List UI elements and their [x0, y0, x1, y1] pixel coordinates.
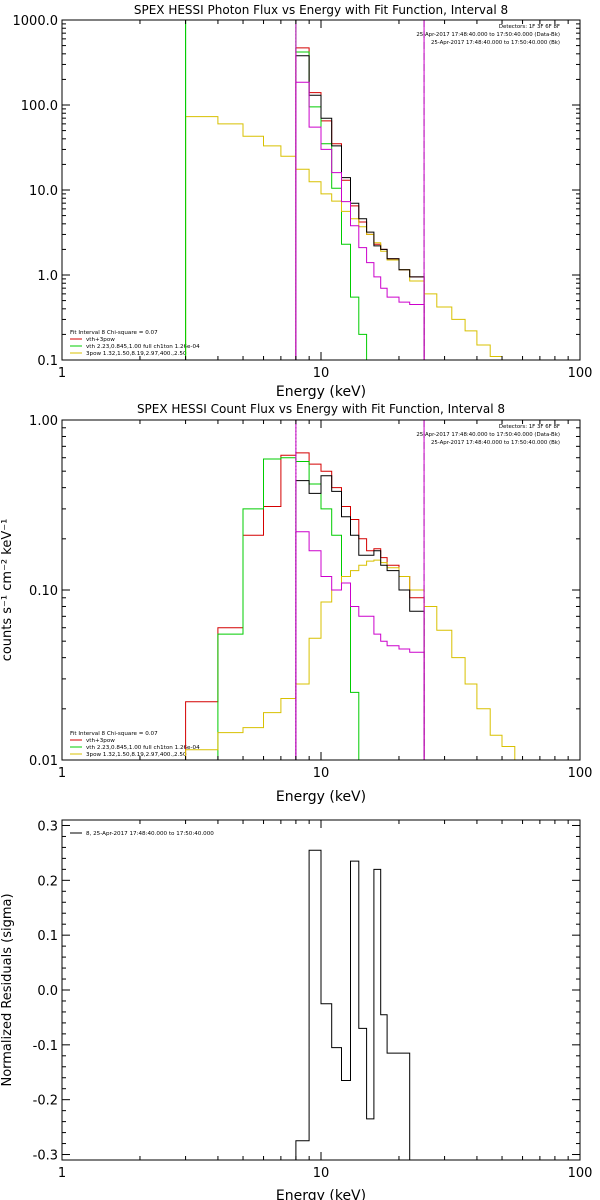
legend-label: vth+3pow: [86, 337, 115, 343]
y-tick-label: 10.0: [29, 184, 58, 199]
info-line: 25-Apr-2017 17:48:40.000 to 17:50:40.000…: [431, 440, 560, 446]
photon-flux-detectors-info: Detectors: 1F 3F 6F 8F 25-Apr-2017 17:48…: [416, 24, 560, 46]
y-tick-label: 0.1: [37, 929, 58, 944]
y-tick-label: 0.0: [37, 984, 58, 999]
residuals-x-label: Energy (keV): [276, 1188, 366, 1200]
legend-label: 3pow 1.32,1.50,8.19,2.97,400.,2.50: [86, 351, 187, 357]
y-tick-label: 1000.0: [13, 14, 59, 29]
x-tick-label: 100: [568, 1166, 593, 1181]
y-tick-label: 0.10: [29, 584, 58, 599]
count-flux-title: SPEX HESSI Count Flux vs Energy with Fit…: [137, 402, 505, 416]
residuals-y-label: Normalized Residuals (sigma): [0, 893, 15, 1086]
y-tick-label: 0.2: [37, 874, 58, 889]
info-line: 25-Apr-2017 17:48:40.000 to 17:50:40.000…: [431, 40, 560, 46]
x-tick-label: 1: [58, 766, 66, 781]
count-flux-y-label: counts s⁻¹ cm⁻² keV⁻¹: [0, 519, 15, 662]
photon-flux-legend: Fit Interval 8 Chi-square = 0.07 vth+3po…: [70, 330, 200, 357]
plot-data-0: [185, 20, 503, 360]
info-line: Detectors: 1F 3F 6F 8F: [499, 424, 560, 430]
series-total-line: [295, 55, 425, 360]
x-tick-label: 1: [58, 1166, 66, 1181]
legend-header: Fit Interval 8 Chi-square = 0.07: [70, 330, 158, 336]
y-tick-label: -0.1: [33, 1039, 58, 1054]
residuals-panel: 8, 25-Apr-2017 17:48:40.000 to 17:50:40.…: [0, 819, 592, 1200]
x-tick-label: 100: [568, 366, 593, 381]
plot-data-2: [295, 849, 425, 1160]
residuals-legend: 8, 25-Apr-2017 17:48:40.000 to 17:50:40.…: [70, 831, 214, 837]
count-flux-legend: Fit Interval 8 Chi-square = 0.07 vth+3po…: [70, 731, 200, 758]
series-total-line: [295, 475, 425, 760]
photon-flux-title: SPEX HESSI Photon Flux vs Energy with Fi…: [134, 3, 508, 17]
series-background-line: [295, 531, 425, 760]
photon-flux-panel: SPEX HESSI Photon Flux vs Energy with Fi…: [13, 3, 593, 400]
photon-flux-x-label: Energy (keV): [276, 384, 366, 400]
info-line: Detectors: 1F 3F 6F 8F: [499, 24, 560, 30]
y-tick-label: 1.0: [37, 269, 58, 284]
y-tick-label: -0.2: [33, 1094, 58, 1109]
x-tick-label: 1: [58, 366, 66, 381]
plot-data-1: [185, 420, 527, 760]
legend-label: 8, 25-Apr-2017 17:48:40.000 to 17:50:40.…: [86, 831, 214, 837]
y-tick-label: 1.00: [29, 414, 58, 429]
y-tick-label: -0.3: [33, 1149, 58, 1164]
y-tick-label: 0.1: [37, 354, 58, 369]
info-line: 25-Apr-2017 17:48:40.000 to 17:50:40.000…: [416, 432, 560, 438]
series-thermal-line: [185, 20, 368, 360]
legend-label: vth+3pow: [86, 738, 115, 744]
series-powerlaw-line: [185, 116, 503, 360]
count-flux-detectors-info: Detectors: 1F 3F 6F 8F 25-Apr-2017 17:48…: [416, 424, 560, 446]
count-flux-panel: SPEX HESSI Count Flux vs Energy with Fit…: [0, 402, 592, 805]
y-tick-label: 0.01: [29, 754, 58, 769]
x-tick-label: 10: [313, 766, 330, 781]
x-tick-label: 10: [313, 1166, 330, 1181]
x-tick-label: 10: [313, 366, 330, 381]
x-tick-label: 100: [568, 766, 593, 781]
series-background-line: [295, 81, 425, 360]
series-fit_sum-line: [185, 452, 425, 760]
series-total-line: [295, 849, 425, 1160]
legend-label: vth 2.23,0.845,1.00 full ch1ton 1.26e-04: [86, 745, 200, 751]
series-thermal-line: [185, 457, 368, 760]
series-powerlaw-line: [185, 559, 527, 760]
y-tick-label: 100.0: [21, 99, 58, 114]
info-line: 25-Apr-2017 17:48:40.000 to 17:50:40.000…: [416, 32, 560, 38]
count-flux-x-label: Energy (keV): [276, 789, 366, 805]
legend-label: vth 2.23,0.845,1.00 full ch1ton 1.26e-04: [86, 344, 200, 350]
y-tick-label: 0.3: [37, 819, 58, 834]
legend-header: Fit Interval 8 Chi-square = 0.07: [70, 731, 158, 737]
legend-label: 3pow 1.32,1.50,8.19,2.97,400.,2.50: [86, 752, 187, 758]
